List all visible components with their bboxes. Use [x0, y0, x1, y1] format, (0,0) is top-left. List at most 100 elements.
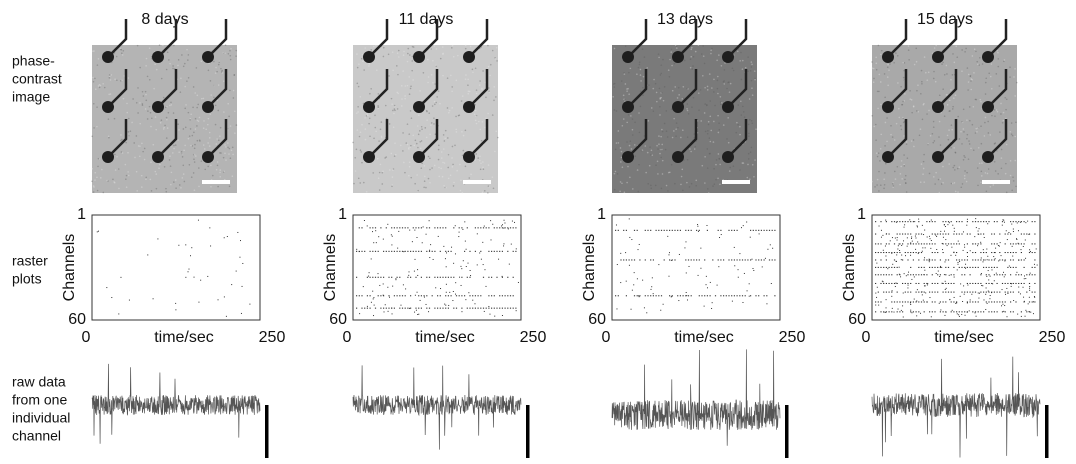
spike: [984, 237, 985, 238]
spike: [683, 295, 684, 296]
spike: [983, 249, 984, 250]
spike: [426, 234, 427, 235]
x-axis-label: time/sec: [934, 329, 994, 346]
spike: [679, 254, 680, 255]
spike: [875, 283, 876, 284]
cell-texture: [990, 76, 992, 78]
cell-texture: [190, 128, 192, 130]
spike: [956, 234, 957, 235]
spike: [372, 227, 373, 228]
cell-texture: [939, 121, 941, 123]
spike: [1010, 252, 1011, 253]
spike: [653, 293, 654, 294]
spike: [994, 301, 995, 302]
cell-texture: [470, 174, 472, 176]
cell-texture: [618, 142, 620, 144]
spike: [480, 295, 481, 296]
cell-texture: [227, 129, 229, 131]
spike: [707, 295, 708, 296]
cell-texture: [495, 96, 497, 98]
cell-texture: [432, 105, 434, 107]
cell-texture: [93, 127, 95, 129]
spike: [691, 259, 692, 260]
spike: [986, 274, 987, 275]
spike: [914, 299, 915, 300]
cell-texture: [877, 156, 879, 158]
spike: [475, 308, 476, 309]
spike: [465, 241, 466, 242]
cell-texture: [440, 58, 442, 60]
cell-texture: [477, 157, 479, 159]
spike: [910, 283, 911, 284]
spike: [715, 295, 716, 296]
spike: [745, 295, 746, 296]
spike: [391, 251, 392, 252]
spike: [1013, 292, 1014, 293]
cell-texture: [942, 182, 944, 184]
cell-texture: [479, 156, 481, 158]
spike: [1032, 292, 1033, 293]
spike: [1026, 292, 1027, 293]
spike: [424, 295, 425, 296]
cell-texture: [879, 160, 881, 162]
spike: [405, 251, 406, 252]
spike: [1018, 230, 1019, 231]
spike: [378, 277, 379, 278]
y-tick-label: 1: [338, 206, 347, 223]
spike: [956, 311, 957, 312]
cell-texture: [749, 178, 751, 180]
spike: [921, 234, 922, 235]
spike: [491, 239, 492, 240]
cell-texture: [431, 122, 433, 124]
spike: [1029, 252, 1030, 253]
cell-texture: [637, 169, 639, 171]
cell-texture: [893, 62, 895, 64]
spike: [513, 277, 514, 278]
spike: [1034, 296, 1035, 297]
cell-texture: [698, 109, 700, 111]
spike: [914, 221, 915, 222]
cell-texture: [133, 142, 135, 144]
cell-texture: [405, 142, 407, 144]
cell-texture: [670, 51, 672, 53]
cell-texture: [164, 125, 166, 127]
spike: [227, 236, 228, 237]
spike: [415, 259, 416, 260]
cell-texture: [149, 47, 151, 49]
cell-texture: [652, 88, 654, 90]
spike: [634, 259, 635, 260]
spike: [907, 287, 908, 288]
cell-texture: [702, 45, 704, 47]
spike: [633, 284, 634, 285]
spike: [956, 259, 957, 260]
cell-texture: [994, 115, 996, 117]
cell-texture: [427, 59, 429, 61]
cell-texture: [659, 153, 661, 155]
spike: [626, 259, 627, 260]
spike: [961, 234, 962, 235]
cell-texture: [717, 76, 719, 78]
cell-texture: [405, 85, 407, 87]
spike: [445, 308, 446, 309]
cell-texture: [210, 80, 212, 82]
cell-texture: [739, 134, 741, 136]
cell-texture: [634, 155, 636, 157]
spike: [964, 244, 965, 245]
spike: [878, 274, 879, 275]
cell-texture: [662, 131, 664, 133]
cell-texture: [170, 184, 172, 186]
spike: [1029, 234, 1030, 235]
spike: [1015, 301, 1016, 302]
spike: [941, 267, 942, 268]
spike: [1017, 314, 1018, 315]
spike: [731, 259, 732, 260]
cell-texture: [150, 179, 152, 181]
cell-texture: [650, 188, 652, 190]
cell-texture: [216, 143, 218, 145]
spike: [389, 297, 390, 298]
cell-texture: [901, 160, 903, 162]
spike: [1013, 300, 1014, 301]
cell-texture: [411, 117, 413, 119]
cell-texture: [966, 172, 968, 174]
spike: [885, 255, 886, 256]
